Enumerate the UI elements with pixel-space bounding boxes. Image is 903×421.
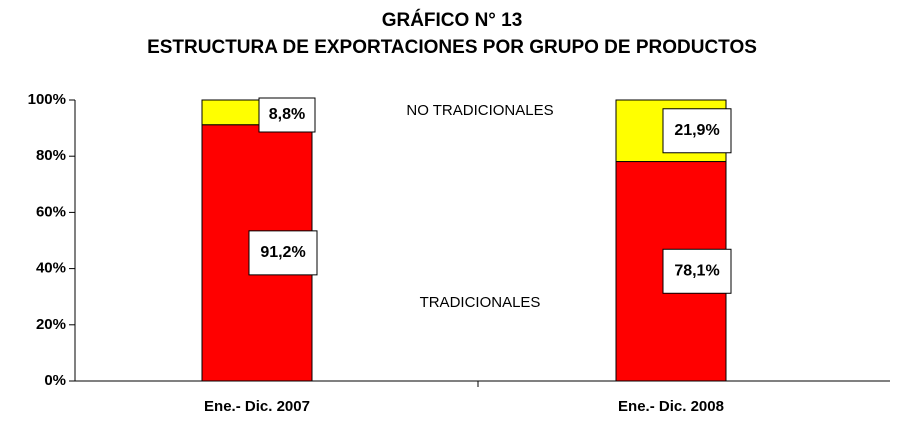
value-label-box xyxy=(258,97,316,133)
x-tick-label: Ene.- Dic. 2007 xyxy=(204,398,310,415)
value-label-box xyxy=(662,248,732,294)
value-label: 21,9% xyxy=(674,122,719,139)
y-tick-label: 40% xyxy=(36,260,66,277)
y-tick-label: 100% xyxy=(28,91,66,108)
value-label: 78,1% xyxy=(674,262,719,279)
value-label: 8,8% xyxy=(269,106,305,123)
chart-title: GRÁFICO N° 13 xyxy=(382,9,523,31)
chart-subtitle: ESTRUCTURA DE EXPORTACIONES POR GRUPO DE… xyxy=(147,37,757,58)
series-label: NO TRADICIONALES xyxy=(406,102,554,119)
value-label: 91,2% xyxy=(260,244,305,261)
value-label-box xyxy=(248,230,318,276)
y-tick-label: 60% xyxy=(36,203,66,220)
y-tick-label: 0% xyxy=(44,372,66,389)
value-label-box xyxy=(662,108,732,154)
x-tick-label: Ene.- Dic. 2008 xyxy=(618,398,724,415)
series-label: TRADICIONALES xyxy=(419,294,541,311)
y-tick-label: 20% xyxy=(36,316,66,333)
y-tick-label: 80% xyxy=(36,147,66,164)
